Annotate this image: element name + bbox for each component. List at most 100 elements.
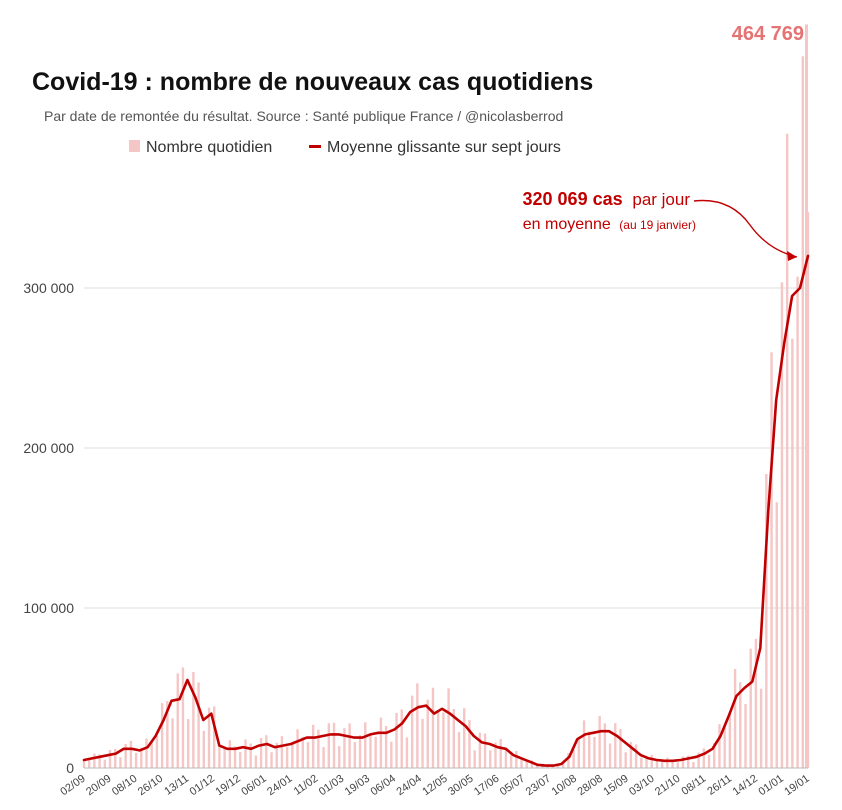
annotation-line2: en moyenne (au 19 janvier)	[523, 216, 696, 233]
daily-bar	[713, 742, 716, 768]
x-tick-label: 30/05	[446, 773, 475, 799]
daily-bar	[338, 746, 341, 768]
daily-bar	[598, 715, 601, 768]
daily-bar	[233, 746, 237, 768]
daily-bar	[593, 737, 596, 768]
daily-bar	[296, 729, 299, 768]
x-tick-label: 13/11	[162, 773, 191, 798]
daily-bar	[426, 699, 429, 768]
annotation-arrowhead	[787, 251, 797, 261]
y-tick-label: 200 000	[23, 440, 74, 456]
daily-bar	[504, 750, 508, 768]
daily-bar	[171, 718, 174, 768]
daily-bar	[723, 727, 726, 768]
daily-bar	[140, 747, 143, 768]
daily-bar	[275, 742, 278, 768]
daily-bar	[650, 754, 653, 768]
daily-bar	[82, 759, 86, 768]
daily-bar	[254, 755, 258, 768]
daily-bar	[473, 750, 476, 768]
daily-bar	[332, 722, 336, 768]
daily-bar	[702, 748, 706, 768]
x-tick-label: 15/09	[601, 773, 630, 799]
annotation-line2-text: en moyenne	[523, 216, 611, 233]
x-tick-label: 06/04	[369, 773, 398, 799]
daily-bar	[405, 737, 409, 768]
annotation-bold: 320 069 cas	[523, 189, 623, 209]
daily-bar	[759, 688, 763, 768]
daily-bar	[436, 711, 440, 768]
daily-bar	[483, 733, 487, 768]
daily-bar	[478, 732, 482, 768]
daily-bar	[228, 740, 232, 768]
daily-bar	[192, 671, 195, 768]
daily-bar	[765, 473, 768, 768]
daily-bar	[166, 701, 169, 768]
x-tick-label: 19/01	[782, 773, 811, 799]
x-tick-label: 02/09	[58, 773, 87, 799]
daily-bar	[676, 762, 679, 768]
x-tick-label: 19/12	[213, 773, 242, 799]
daily-bar	[395, 712, 398, 768]
daily-bar	[494, 742, 497, 768]
x-tick-label: 17/06	[472, 773, 501, 799]
legend-daily-swatch	[129, 140, 140, 152]
x-tick-label: 21/10	[653, 773, 682, 799]
daily-bar	[640, 757, 643, 768]
daily-bar	[775, 502, 778, 768]
daily-bar	[785, 133, 789, 768]
x-tick-label: 01/01	[756, 773, 785, 799]
daily-bar	[93, 753, 96, 768]
chart-subtitle: Par date de remontée du résultat. Source…	[44, 108, 563, 124]
x-tick-label: 10/08	[550, 773, 579, 799]
daily-bar	[265, 735, 268, 768]
daily-bar	[150, 741, 153, 768]
legend-average-swatch	[309, 145, 321, 148]
daily-bar	[572, 749, 575, 768]
daily-bar	[134, 752, 138, 768]
daily-bar	[343, 728, 346, 768]
x-tick-label: 20/09	[84, 773, 113, 799]
daily-bars	[82, 24, 810, 768]
daily-bar	[431, 687, 435, 768]
daily-bar	[353, 742, 357, 768]
daily-bar	[582, 720, 586, 768]
daily-bar	[687, 755, 690, 768]
daily-bar	[452, 708, 456, 768]
daily-bar	[770, 352, 773, 768]
daily-bar	[681, 756, 685, 768]
daily-bar	[749, 648, 752, 768]
daily-bar	[358, 735, 362, 768]
daily-bar	[384, 725, 388, 768]
daily-bar	[108, 750, 112, 768]
legend-average-label: Moyenne glissante sur sept jours	[327, 139, 561, 156]
x-tick-label: 24/04	[394, 773, 423, 799]
daily-bar	[145, 738, 148, 768]
y-tick-label: 0	[66, 760, 74, 776]
daily-bar	[499, 738, 502, 768]
daily-bar	[369, 733, 372, 768]
annotation-arrow	[693, 199, 798, 258]
y-tick-label: 300 000	[23, 280, 74, 296]
x-axis: 02/0920/0908/1026/1013/1101/1219/1206/01…	[58, 767, 812, 799]
x-tick-label: 08/11	[680, 773, 709, 798]
daily-bar	[780, 282, 784, 768]
daily-bar	[306, 742, 310, 768]
daily-bar	[239, 751, 242, 768]
daily-bar	[468, 719, 471, 768]
x-tick-label: 23/07	[524, 773, 553, 799]
daily-bar	[270, 752, 273, 768]
daily-bar	[791, 338, 794, 768]
daily-bar	[561, 761, 565, 768]
daily-bar	[744, 704, 747, 768]
daily-bar	[707, 754, 711, 768]
grid	[84, 287, 808, 609]
chart-title: Covid-19 : nombre de nouveaux cas quotid…	[32, 68, 593, 96]
daily-bar	[317, 729, 320, 768]
daily-bar	[489, 750, 492, 768]
daily-bar	[181, 667, 185, 768]
daily-bar	[556, 765, 560, 768]
daily-bar-peak	[805, 24, 808, 768]
daily-bar	[207, 707, 211, 768]
daily-bar	[400, 709, 403, 768]
